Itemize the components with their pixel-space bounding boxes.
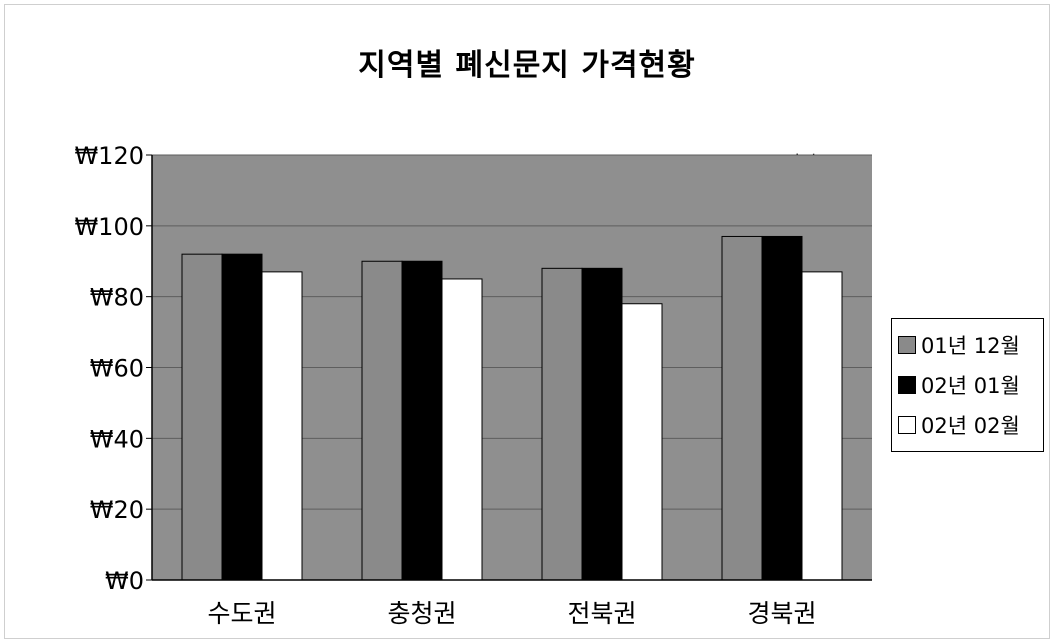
legend-label-series-2: 02년 01월	[921, 374, 1020, 398]
bar	[801, 271, 843, 581]
bar	[361, 260, 403, 581]
y-tick-label: ₩120	[74, 142, 144, 170]
bar	[401, 260, 443, 581]
chart-frame	[4, 4, 1050, 639]
bar	[261, 271, 303, 581]
y-tick-label: ₩20	[90, 496, 144, 524]
legend-swatch-series-3	[898, 416, 916, 434]
y-tick-label: ₩0	[105, 567, 144, 595]
legend-label-series-1: 01년 12월	[921, 334, 1020, 358]
x-tick-label: 전북권	[567, 599, 636, 628]
bar	[441, 278, 483, 581]
bar	[221, 253, 263, 581]
bar	[581, 267, 623, 581]
y-tick-label: ₩80	[90, 284, 144, 312]
bar	[181, 253, 223, 581]
y-tick-label: ₩40	[90, 425, 144, 453]
legend-swatch-series-1	[898, 336, 916, 354]
legend-item-series-3: 02년 02월	[898, 405, 1037, 445]
legend-item-series-1: 01년 12월	[898, 325, 1037, 365]
chart-title: 지역별 폐신문지 가격현황	[358, 48, 696, 83]
bar	[541, 267, 583, 581]
legend-swatch-series-2	[898, 376, 916, 394]
x-tick-label: 경북권	[747, 599, 816, 628]
legend-item-series-2: 02년 01월	[898, 365, 1037, 405]
y-tick-label: ₩100	[74, 213, 144, 241]
x-tick-label: 수도권	[207, 599, 276, 628]
bar	[621, 303, 663, 581]
legend-label-series-3: 02년 02월	[921, 414, 1020, 438]
x-tick-label: 충청권	[387, 599, 456, 628]
bar	[761, 235, 803, 581]
y-tick-label: ₩60	[90, 355, 144, 383]
legend: 01년 12월 02년 01월 02년 02월	[891, 318, 1044, 452]
bar	[721, 235, 763, 581]
